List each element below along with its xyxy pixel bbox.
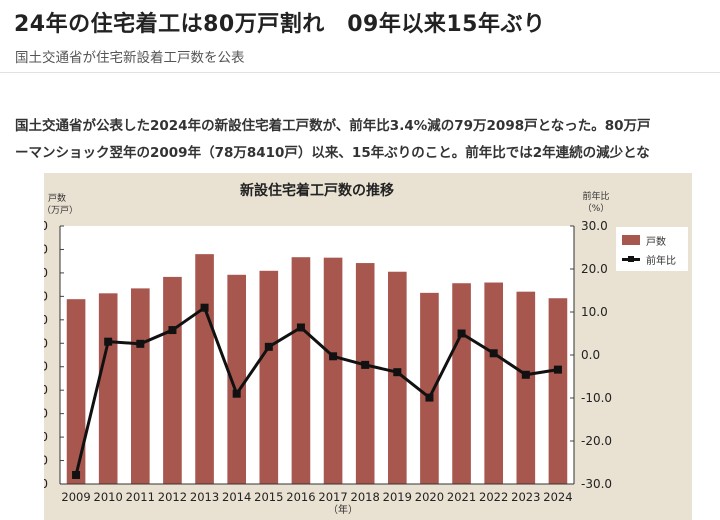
left-tick-label: 100 — [44, 242, 48, 256]
bar-2017 — [323, 257, 343, 484]
bar-2021 — [452, 283, 471, 484]
bar-2013 — [195, 254, 214, 484]
yoy-point-2011 — [136, 339, 145, 348]
bar-2010 — [98, 293, 118, 484]
left-tick-label: 50 — [44, 360, 48, 374]
left-tick-label: 30 — [44, 407, 48, 421]
yoy-line — [74, 306, 559, 476]
left-tick-label: 70 — [44, 313, 48, 327]
x-tick-label: 2014 — [222, 490, 251, 504]
yoy-point-2014 — [232, 389, 241, 398]
article-body-line-2: ーマンショック翌年の2009年（78万8410戸）以来、15年ぶりのこと。前年比… — [15, 145, 650, 161]
yoy-point-2012 — [168, 326, 177, 335]
bar-2009 — [66, 299, 86, 484]
left-tick-label: 90 — [44, 266, 48, 280]
x-tick-label: 2019 — [383, 490, 412, 504]
chart-figure: 新設住宅着工戸数の推移戸数（万戸）前年比（%）01020304050607080… — [44, 173, 692, 520]
legend-label-yoy: 前年比 — [646, 255, 676, 267]
x-tick-label: 2018 — [351, 490, 380, 504]
left-tick-label: 40 — [44, 383, 48, 397]
x-tick-label: 2024 — [543, 490, 572, 504]
left-axis-unit: （万戸） — [44, 205, 78, 216]
legend-item-units: 戸数 — [622, 233, 666, 248]
x-tick-label: 2011 — [126, 490, 155, 504]
bar-2016 — [291, 257, 311, 484]
left-tick-label: 60 — [44, 336, 48, 350]
x-tick-label: 2015 — [254, 490, 283, 504]
bar-2018 — [355, 263, 375, 484]
bar-2014 — [227, 274, 247, 484]
yoy-point-2024 — [553, 365, 562, 374]
legend-swatch-line — [622, 254, 640, 264]
x-tick-label: 2022 — [479, 490, 508, 504]
right-tick-label: -20.0 — [581, 434, 612, 448]
chart-title: 新設住宅着工戸数の推移 — [240, 182, 394, 199]
x-axis-label: （年） — [328, 503, 358, 516]
yoy-point-2016 — [296, 323, 305, 332]
yoy-point-2010 — [104, 337, 113, 346]
bar-2012 — [163, 276, 182, 484]
right-tick-label: 30.0 — [581, 219, 608, 233]
x-tick-label: 2023 — [511, 490, 540, 504]
right-axis-unit: （%） — [583, 203, 610, 214]
right-tick-label: 20.0 — [581, 262, 608, 276]
yoy-point-2023 — [521, 370, 530, 379]
right-axis-label: 前年比 — [582, 190, 609, 202]
x-tick-label: 2016 — [286, 490, 315, 504]
yoy-point-2013 — [200, 303, 209, 312]
x-tick-label: 2021 — [447, 490, 476, 504]
yoy-point-2015 — [264, 342, 273, 351]
article-subtitle: 国土交通省が住宅新設着工戸数を公表 — [15, 50, 245, 66]
yoy-point-2018 — [361, 360, 370, 369]
x-tick-label: 2017 — [318, 490, 347, 504]
left-tick-label: 110 — [44, 219, 48, 233]
x-tick-label: 2020 — [415, 490, 444, 504]
right-tick-label: 10.0 — [581, 305, 608, 319]
right-tick-label: -10.0 — [581, 391, 612, 405]
bar-2019 — [387, 271, 407, 484]
x-tick-label: 2012 — [158, 490, 187, 504]
right-tick-label: 0.0 — [581, 348, 600, 362]
left-tick-label: 80 — [44, 289, 48, 303]
bar-2023 — [516, 291, 536, 484]
left-tick-label: 10 — [44, 454, 48, 468]
yoy-point-2019 — [393, 368, 402, 377]
left-tick-label: 0 — [44, 477, 48, 491]
yoy-point-2021 — [457, 329, 466, 338]
legend-item-yoy: 前年比 — [622, 252, 676, 267]
yoy-point-2022 — [489, 349, 498, 358]
header-divider — [0, 72, 720, 73]
legend-swatch-bar — [622, 235, 640, 245]
left-axis-label: 戸数 — [48, 192, 66, 204]
article-headline: 24年の住宅着工は80万戸割れ 09年以来15年ぶり — [14, 12, 546, 37]
left-tick-label: 20 — [44, 430, 48, 444]
yoy-point-2017 — [329, 352, 338, 361]
article-body-line-1: 国土交通省が公表した2024年の新設住宅着工戸数が、前年比3.4%減の79万20… — [15, 118, 651, 134]
right-tick-label: -30.0 — [581, 477, 612, 491]
bar-2022 — [484, 282, 504, 484]
x-tick-label: 2010 — [94, 490, 123, 504]
bar-2024 — [548, 298, 568, 484]
bar-2020 — [420, 292, 439, 484]
legend-label-units: 戸数 — [646, 236, 666, 248]
x-tick-label: 2009 — [61, 490, 90, 504]
yoy-point-2020 — [425, 393, 434, 402]
bar-2015 — [259, 270, 279, 484]
bar-2011 — [130, 288, 150, 484]
x-tick-label: 2013 — [190, 490, 219, 504]
yoy-point-2009 — [72, 470, 81, 479]
chart-legend: 戸数 前年比 — [616, 227, 688, 271]
